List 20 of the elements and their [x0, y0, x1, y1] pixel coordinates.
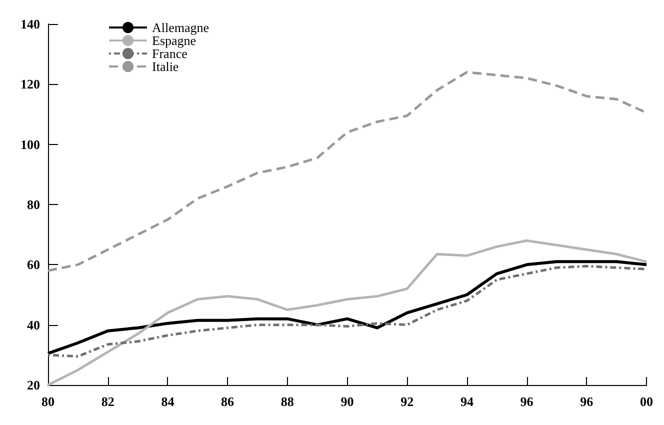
legend-label: Italie: [152, 59, 179, 74]
x-tick-label: 82: [101, 394, 114, 409]
x-tick-label: 96: [520, 394, 534, 409]
x-tick-label: 88: [280, 394, 294, 409]
y-tick-label: 100: [20, 136, 40, 152]
x-tick-label: 86: [221, 394, 235, 409]
y-tick-label: 60: [27, 257, 40, 272]
x-tick-label: 92: [400, 394, 414, 409]
y-tick-label: 80: [27, 197, 40, 212]
x-tick-label: 80: [42, 394, 54, 409]
y-tick-label: 40: [27, 317, 40, 332]
x-tick-label: 94: [460, 394, 474, 409]
x-tick-label: 90: [340, 394, 354, 409]
x-tick-label: 00: [640, 394, 653, 409]
y-tick-label: 140: [20, 16, 40, 32]
y-tick-label: 120: [20, 76, 40, 92]
x-tick-label: 84: [161, 394, 175, 409]
x-tick-label: 96: [580, 394, 594, 409]
y-tick-label: 20: [27, 378, 40, 392]
legend-label: Allemagne: [152, 20, 210, 35]
